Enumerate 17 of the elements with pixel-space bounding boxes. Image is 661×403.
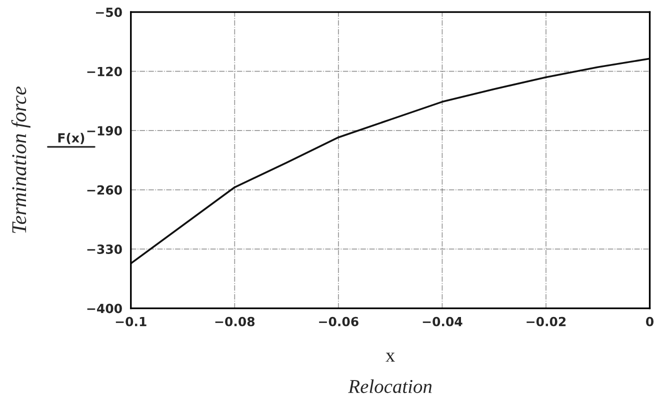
y-tick-label: −190	[87, 126, 122, 136]
text: Relocation	[348, 379, 432, 394]
y-tick-label: −120	[87, 66, 122, 76]
line-series	[130, 58, 650, 264]
text: F(x)	[58, 132, 84, 144]
x-tick-label: −0.04	[422, 316, 462, 326]
x-tick-label: 0	[646, 316, 654, 326]
x-axis-title: x	[386, 352, 395, 362]
y-tick-label: −50	[96, 8, 122, 18]
y-tick-label: −260	[87, 185, 122, 195]
y-tick-label: −330	[87, 244, 122, 254]
y-axis-title: Termination force	[11, 86, 30, 234]
y-tick-label: −400	[87, 304, 122, 314]
x-tick-label: −0.1	[116, 316, 146, 326]
x-tick-label: −0.08	[215, 316, 255, 326]
x-tick-label: −0.06	[319, 316, 358, 326]
x-tick-label: −0.02	[526, 316, 566, 326]
